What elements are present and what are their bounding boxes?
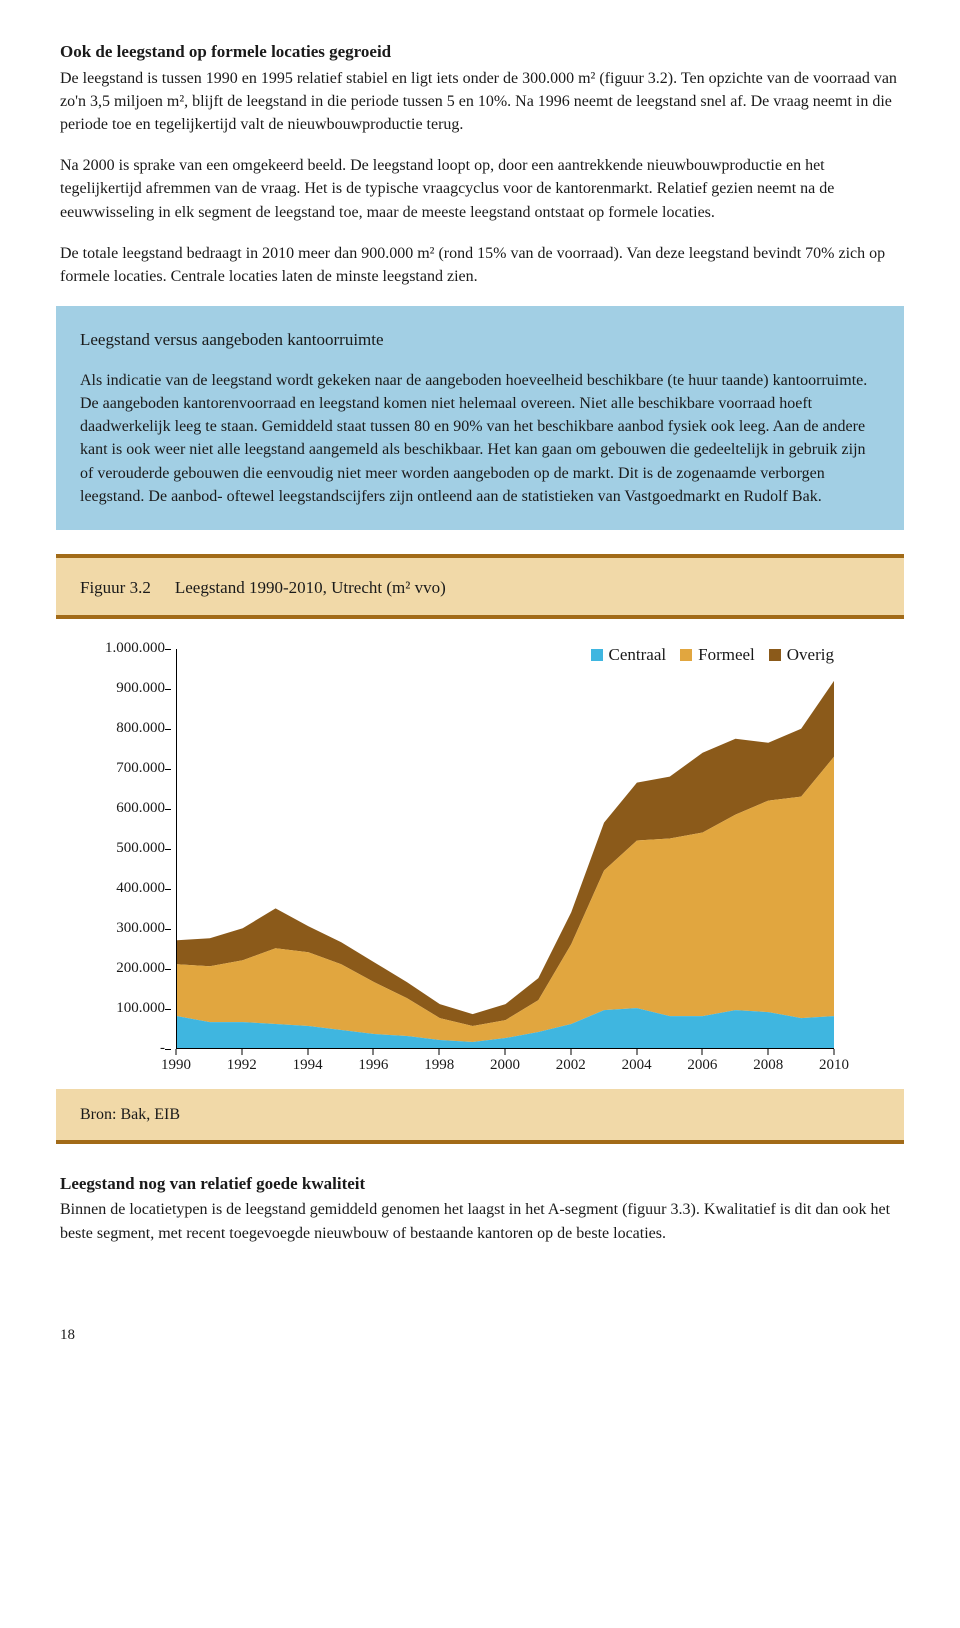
section-heading: Ook de leegstand op formele locaties geg… (60, 40, 900, 65)
y-tick-label: 300.000 (85, 918, 165, 940)
paragraph: De leegstand is tussen 1990 en 1995 rela… (60, 67, 900, 137)
x-tick-label: 2002 (556, 1055, 586, 1077)
page-number: 18 (60, 1325, 900, 1347)
y-tick-label: - (85, 1038, 165, 1060)
x-tick-label: 2004 (622, 1055, 652, 1077)
paragraph: Na 2000 is sprake van een omgekeerd beel… (60, 154, 900, 224)
x-tick-label: 1992 (227, 1055, 257, 1077)
x-tick-label: 1998 (424, 1055, 454, 1077)
chart: CentraalFormeelOverig -100.000200.000300… (176, 649, 874, 1079)
info-box-body: Als indicatie van de leegstand wordt gek… (80, 369, 880, 508)
x-tick-label: 2006 (687, 1055, 717, 1077)
paragraph: De totale leegstand bedraagt in 2010 mee… (60, 242, 900, 288)
y-tick-label: 900.000 (85, 678, 165, 700)
x-tick-label: 1996 (358, 1055, 388, 1077)
figure-title: Leegstand 1990-2010, Utrecht (m² vvo) (175, 576, 446, 601)
figure-number: Figuur 3.2 (80, 576, 151, 601)
y-tick-label: 1.000.000 (85, 638, 165, 660)
y-tick-label: 600.000 (85, 798, 165, 820)
y-tick-label: 400.000 (85, 878, 165, 900)
x-tick-label: 2000 (490, 1055, 520, 1077)
x-tick-label: 2008 (753, 1055, 783, 1077)
figure-source: Bron: Bak, EIB (56, 1089, 904, 1144)
y-tick-label: 500.000 (85, 838, 165, 860)
y-tick-label: 200.000 (85, 958, 165, 980)
y-tick-label: 100.000 (85, 998, 165, 1020)
y-axis: -100.000200.000300.000400.000500.000600.… (86, 649, 171, 1049)
y-tick-label: 800.000 (85, 718, 165, 740)
x-tick-label: 1994 (293, 1055, 323, 1077)
figure-header: Figuur 3.2 Leegstand 1990-2010, Utrecht … (56, 554, 904, 619)
paragraph: Binnen de locatietypen is de leegstand g… (60, 1198, 900, 1244)
chart-container: CentraalFormeelOverig -100.000200.000300… (56, 619, 904, 1089)
y-tick-label: 700.000 (85, 758, 165, 780)
info-box: Leegstand versus aangeboden kantoorruimt… (56, 306, 904, 530)
x-tick-label: 1990 (161, 1055, 191, 1077)
x-tick-label: 2010 (819, 1055, 849, 1077)
info-box-title: Leegstand versus aangeboden kantoorruimt… (80, 328, 880, 353)
x-axis: 1990199219941996199820002002200420062008… (176, 1049, 834, 1079)
section-heading: Leegstand nog van relatief goede kwalite… (60, 1172, 900, 1197)
plot-area (176, 649, 834, 1049)
